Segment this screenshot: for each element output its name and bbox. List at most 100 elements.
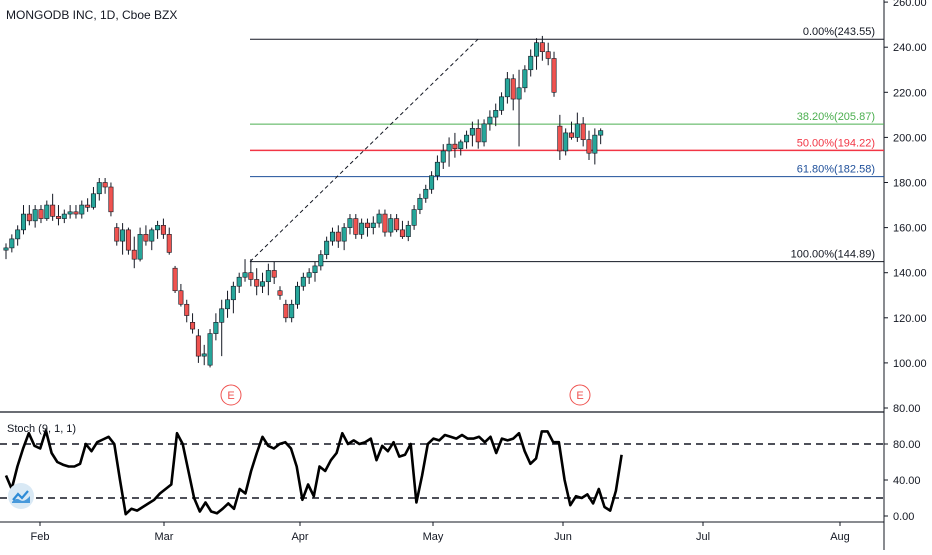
time-tick-label: Aug <box>830 531 850 543</box>
candle-body <box>551 58 557 93</box>
candle-body <box>429 175 435 190</box>
candle-body <box>38 209 44 219</box>
candle-body <box>469 128 475 136</box>
candle-body <box>359 222 365 235</box>
candle-body <box>388 218 394 233</box>
time-tick-label: Jun <box>554 531 572 543</box>
candle-body <box>61 213 67 219</box>
candle-body <box>493 110 499 118</box>
candle-body <box>452 143 458 149</box>
candle-body <box>464 134 470 143</box>
price-tick-label: 160.00 <box>893 223 927 235</box>
candle-body <box>213 322 219 334</box>
candle-body <box>376 213 382 224</box>
candle-body <box>32 209 38 222</box>
candle-body <box>510 78 516 100</box>
candle-body <box>382 213 388 233</box>
tradingview-logo-icon[interactable] <box>8 483 34 509</box>
candle-body <box>207 333 213 366</box>
candle-body <box>458 141 464 149</box>
candle-body <box>230 285 236 301</box>
candle-body <box>370 222 376 228</box>
candle-body <box>364 222 370 228</box>
candle-body <box>155 225 161 231</box>
candle-body <box>131 249 137 260</box>
candle-body <box>598 130 604 136</box>
price-tick-label: 200.00 <box>893 132 927 144</box>
candle-body <box>289 303 295 319</box>
candle-body <box>201 353 207 357</box>
candle-body <box>522 69 528 89</box>
candle-body <box>90 193 96 208</box>
stoch-tick-label: 0.00 <box>893 511 914 523</box>
fib-level-label: 0.00%(243.55) <box>803 26 875 38</box>
candle-body <box>242 272 248 278</box>
candle-body <box>329 231 335 242</box>
candle-body <box>50 204 56 217</box>
candle-body <box>417 197 423 210</box>
candle-body <box>15 229 21 240</box>
candle-body <box>26 213 32 222</box>
candle-body <box>446 143 452 152</box>
candle-body <box>475 128 481 143</box>
stoch-indicator-label[interactable]: Stoch (9, 1, 1) <box>7 423 77 435</box>
candle-body <box>283 303 289 319</box>
stoch-line <box>4 429 623 516</box>
candle-body <box>341 227 347 242</box>
candle-body <box>55 216 61 219</box>
candle-body <box>574 123 580 138</box>
candle-body <box>405 225 411 237</box>
candle-body <box>539 42 545 53</box>
candle-body <box>114 227 120 242</box>
candle-body <box>586 139 592 154</box>
time-tick-label: Mar <box>155 531 174 543</box>
candle-body <box>545 51 551 59</box>
candle-body <box>440 150 446 163</box>
candle-body <box>143 234 149 242</box>
candle-body <box>271 270 277 278</box>
price-tick-label: 100.00 <box>893 358 927 370</box>
price-tick-label: 80.00 <box>893 403 921 415</box>
price-tick-label: 240.00 <box>893 42 927 54</box>
candle-body <box>569 132 575 138</box>
earnings-marker-label: E <box>227 390 234 402</box>
earnings-marker-label: E <box>576 390 583 402</box>
time-tick-label: Jul <box>696 531 710 543</box>
candle-body <box>300 276 306 287</box>
candle-body <box>306 272 312 278</box>
candle-body <box>85 204 91 208</box>
candle-body <box>166 234 172 253</box>
candle-body <box>172 267 178 292</box>
candle-body <box>225 299 231 310</box>
candle-body <box>265 270 271 283</box>
fib-level-label: 50.00%(194.22) <box>797 137 875 149</box>
candle-body <box>312 265 318 273</box>
candle-body <box>248 272 254 280</box>
earnings-marker <box>220 384 242 406</box>
chart-title: MONGODB INC, 1D, Cboe BZX <box>6 8 178 22</box>
candle-body <box>423 188 429 199</box>
candle-body <box>125 229 131 251</box>
candle-body <box>434 161 440 177</box>
candle-body <box>580 123 586 140</box>
price-tick-label: 180.00 <box>893 178 927 190</box>
candle-body <box>411 209 417 226</box>
candle-body <box>254 279 260 287</box>
price-tick-label: 120.00 <box>893 313 927 325</box>
candle-body <box>335 231 341 242</box>
candle-body <box>294 285 300 305</box>
candle-body <box>149 229 155 242</box>
candle-body <box>108 186 114 213</box>
candle-body <box>44 204 50 219</box>
time-tick-label: Feb <box>31 531 50 543</box>
price-tick-label: 140.00 <box>893 268 927 280</box>
stoch-tick-label: 80.00 <box>893 439 921 451</box>
candle-body <box>516 87 522 100</box>
candle-body <box>160 225 166 235</box>
candle-body <box>3 247 9 251</box>
candle-body <box>120 229 126 242</box>
candle-body <box>481 123 487 143</box>
fib-level-label: 61.80%(182.58) <box>797 164 875 176</box>
time-tick-label: Apr <box>291 531 308 543</box>
